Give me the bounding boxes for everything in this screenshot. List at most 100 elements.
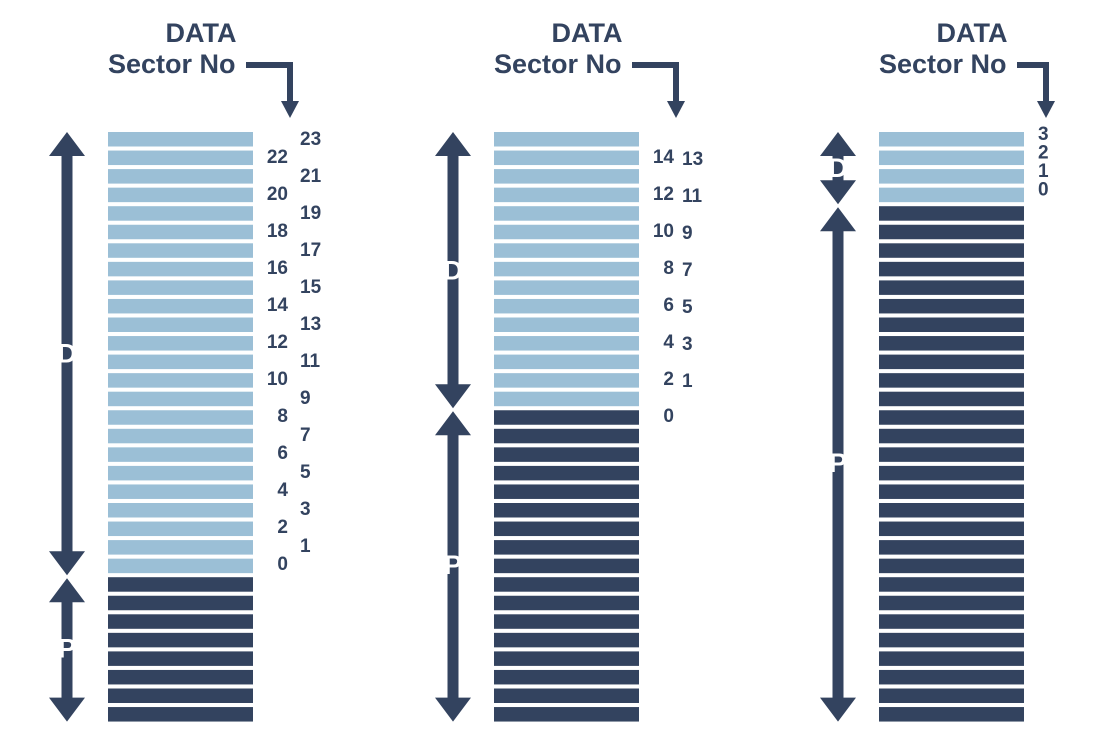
parity-stripe (494, 410, 639, 425)
pointer-arrow-line (632, 62, 679, 103)
sector-number: 7 (300, 425, 311, 446)
sector-number: 14 (653, 147, 675, 168)
sector-number: 1 (300, 536, 311, 557)
parity-stripe (494, 595, 639, 611)
sector-number: 9 (682, 223, 693, 244)
data-sector-stripe (108, 503, 253, 518)
parity-stripe (879, 465, 1024, 481)
data-sector-stripe (108, 132, 253, 147)
data-range-arrow (435, 132, 471, 409)
sector-number: 11 (682, 186, 703, 207)
data-sector-stripe (494, 132, 639, 147)
parity-stripe (879, 373, 1024, 388)
data-sector-stripe (494, 373, 639, 388)
sector-number: 4 (663, 332, 674, 353)
parity-range-arrow (49, 578, 85, 722)
parity-stripe (108, 614, 253, 629)
sector-number: 8 (277, 406, 288, 427)
pointer-arrow-line (1017, 62, 1049, 103)
data-sector-stripe (879, 150, 1024, 166)
parity-stripe (494, 447, 639, 462)
parity-stripe (879, 243, 1024, 258)
data-sector-stripe (108, 206, 253, 221)
parity-stripe (879, 224, 1024, 240)
pointer-arrow-head (1037, 101, 1055, 118)
parity-stripe (879, 428, 1024, 444)
parity-stripe (494, 465, 639, 481)
sector-number: 2 (663, 369, 674, 390)
parity-stripe (879, 447, 1024, 462)
parity-range-label: P (444, 550, 462, 580)
parity-stripe (879, 410, 1024, 425)
header-data: DATA (552, 18, 623, 48)
data-sector-stripe (879, 132, 1024, 147)
sector-number: 3 (300, 499, 311, 520)
sector-number: 12 (267, 332, 288, 353)
parity-stripe (494, 632, 639, 648)
header-sector-no: Sector No (879, 49, 1007, 79)
parity-stripe (494, 577, 639, 592)
data-sector-stripe (108, 150, 253, 166)
parity-stripe (879, 577, 1024, 592)
data-range-label: D (57, 339, 77, 369)
sector-number: 6 (663, 295, 674, 316)
parity-stripe (494, 614, 639, 629)
header-data: DATA (937, 18, 1008, 48)
sector-number: 7 (682, 260, 693, 281)
data-sector-stripe (108, 373, 253, 388)
data-sector-stripe (108, 317, 253, 332)
data-sector-stripe (108, 558, 253, 574)
sector-number: 17 (300, 240, 321, 261)
sector-number: 13 (682, 149, 703, 170)
parity-stripe (879, 484, 1024, 499)
data-sector-stripe (494, 224, 639, 240)
sector-number: 4 (277, 480, 288, 501)
parity-stripe (879, 206, 1024, 221)
parity-stripe (879, 298, 1024, 314)
data-range-arrow (49, 132, 85, 576)
data-sector-stripe (108, 484, 253, 499)
parity-stripe (108, 651, 253, 666)
sector-number: 10 (267, 369, 288, 390)
sector-number: 2 (277, 517, 288, 538)
data-range-label: D (828, 153, 848, 183)
sector-number: 5 (300, 462, 311, 483)
parity-stripe (494, 521, 639, 537)
parity-range-label: P (829, 448, 847, 478)
data-range-label: D (443, 255, 463, 285)
data-sector-stripe (108, 298, 253, 314)
pointer-arrow-line (246, 62, 293, 103)
data-sector-stripe (108, 521, 253, 537)
sector-number: 1 (682, 371, 693, 392)
parity-stripe (494, 707, 639, 722)
parity-stripe (108, 669, 253, 685)
parity-stripe (879, 503, 1024, 518)
header-data: DATA (166, 18, 237, 48)
data-sector-stripe (494, 298, 639, 314)
parity-stripe (879, 540, 1024, 555)
parity-stripe (879, 707, 1024, 722)
parity-stripe (879, 391, 1024, 407)
data-sector-stripe (108, 224, 253, 240)
data-sector-stripe (108, 243, 253, 258)
sector-number: 9 (300, 388, 311, 409)
sector-number: 5 (682, 297, 693, 318)
pointer-arrow-head (667, 101, 685, 118)
data-sector-stripe (494, 354, 639, 370)
data-sector-stripe (494, 243, 639, 258)
pointer-arrow-head (281, 101, 299, 118)
data-sector-stripe (879, 169, 1024, 184)
parity-stripe (879, 521, 1024, 537)
sector-number: 6 (277, 443, 288, 464)
sector-number: 0 (1038, 180, 1049, 201)
parity-stripe (494, 558, 639, 574)
data-sector-stripe (108, 261, 253, 277)
data-sector-stripe (494, 336, 639, 351)
parity-range-arrow (820, 207, 856, 722)
data-sector-stripe (108, 336, 253, 351)
data-sector-stripe (879, 187, 1024, 203)
